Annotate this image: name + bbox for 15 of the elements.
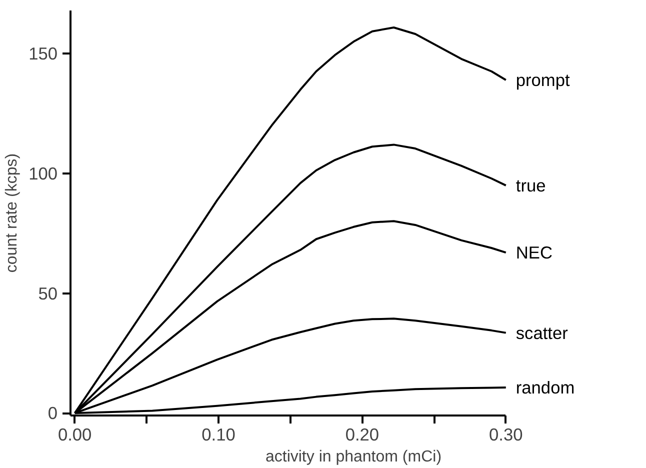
x-tick-label: 0.30 [489, 424, 523, 444]
x-axis-title: activity in phantom (mCi) [265, 448, 442, 466]
y-tick-label: 50 [38, 283, 58, 304]
series-label: scatter [516, 322, 568, 343]
y-tick-label: 0 [48, 403, 58, 424]
y-tick-label: 100 [28, 163, 58, 184]
series-label: true [516, 175, 546, 196]
series-label: random [516, 377, 575, 398]
x-tick-label: 0.20 [345, 424, 380, 444]
series-label: NEC [516, 242, 552, 263]
x-tick-label: 0.00 [58, 424, 92, 444]
x-tick-label: 0.10 [202, 424, 236, 444]
series-label: prompt [516, 70, 570, 90]
y-tick-label: 150 [28, 44, 58, 64]
y-axis-title: count rate (kcps) [4, 153, 21, 273]
